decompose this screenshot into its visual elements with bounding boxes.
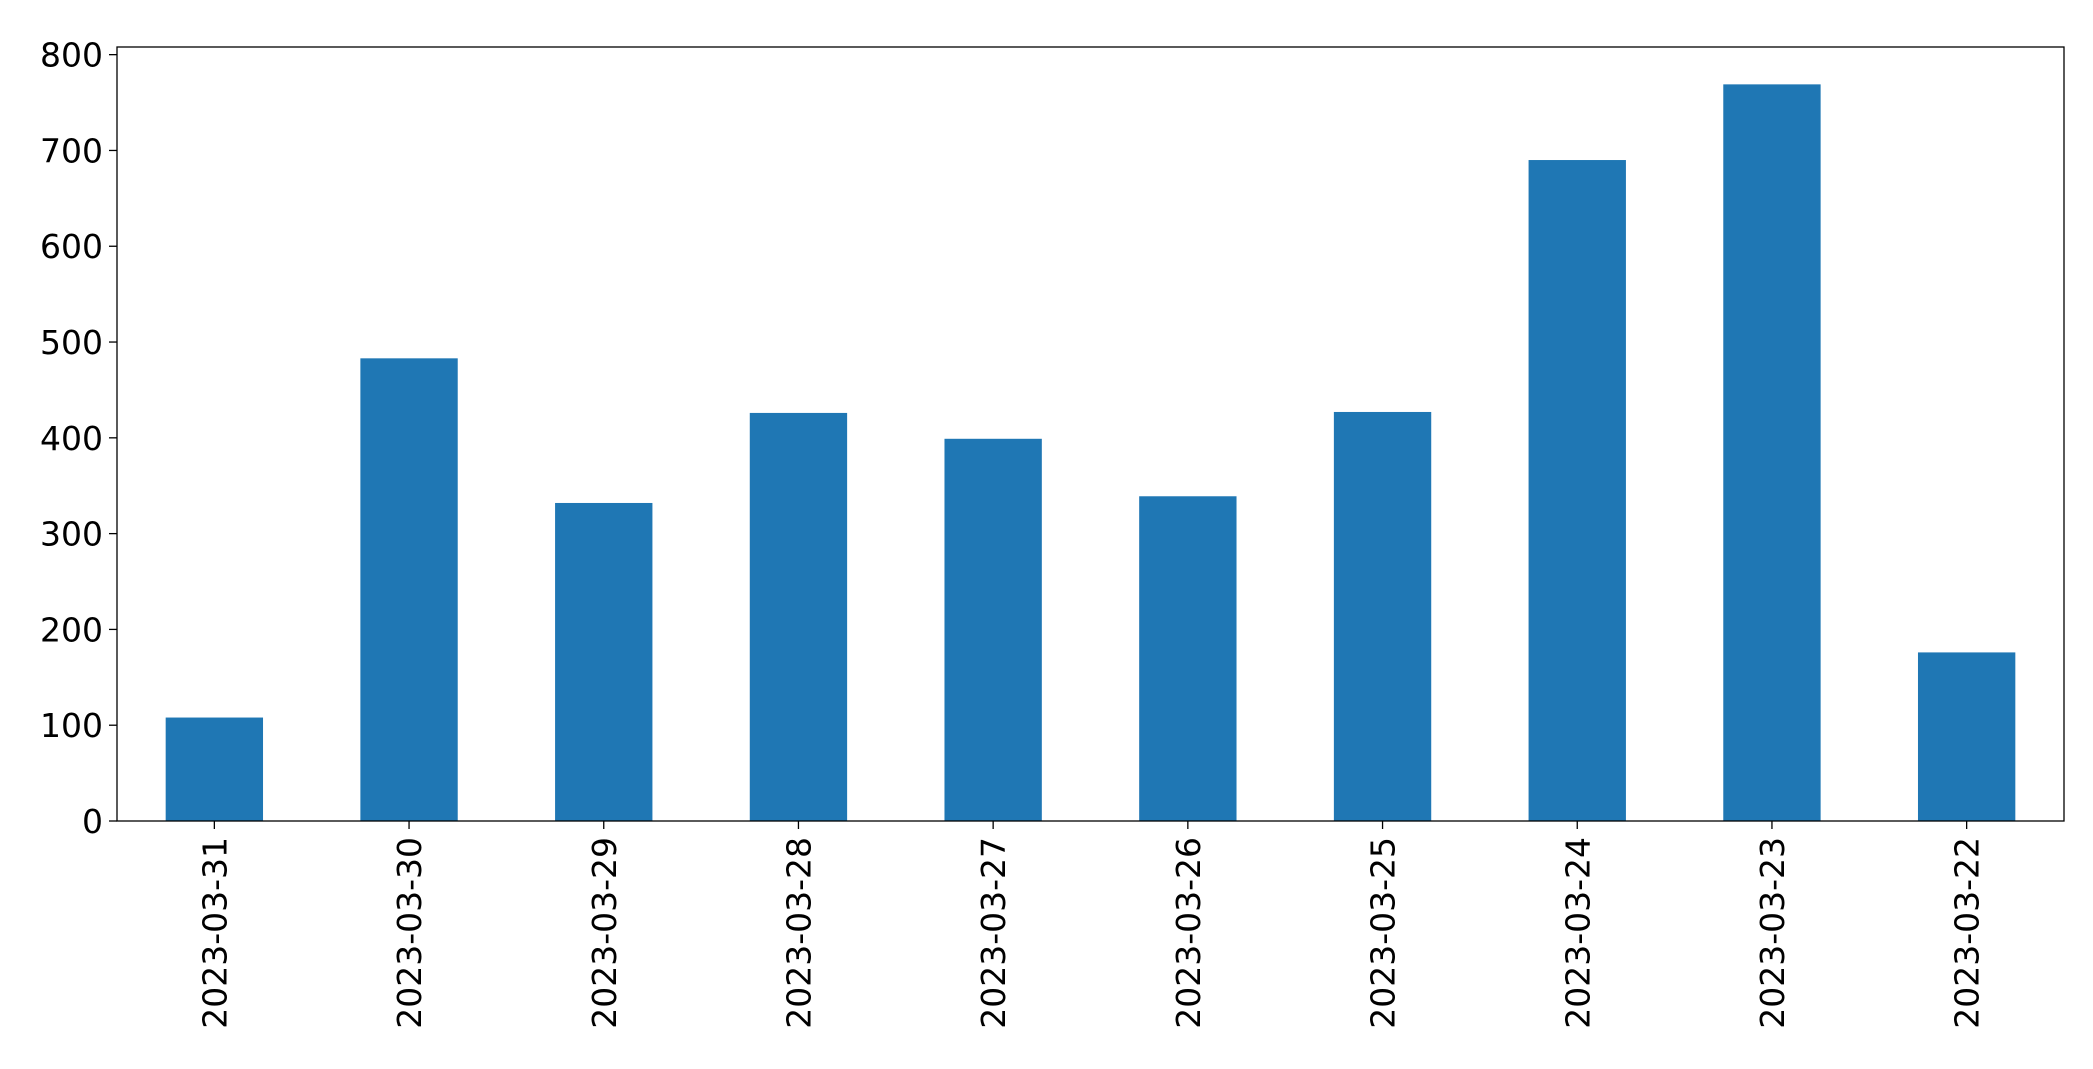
y-tick-label: 400 [40,419,103,458]
bar [1333,411,1432,821]
y-tick-label: 600 [40,227,103,266]
y-tick-label: 100 [40,706,103,745]
bar [360,358,458,821]
x-tick-label: 2023-03-22 [1948,837,1987,1029]
bar [1917,652,2016,821]
y-tick-label: 500 [40,323,103,362]
y-tick-label: 200 [40,610,103,649]
bar [555,502,653,821]
x-tick-label: 2023-03-29 [585,837,624,1029]
x-tick-label: 2023-03-31 [195,837,234,1029]
y-tick-label: 800 [40,36,103,75]
y-tick-label: 0 [82,802,103,841]
bar [1723,84,1821,822]
x-tick-label: 2023-03-26 [1169,837,1208,1029]
y-tick-label: 300 [40,515,103,554]
x-tick-label: 2023-03-25 [1364,837,1403,1029]
bar [749,412,848,821]
bar [1528,160,1626,821]
plot-frame [116,46,2065,822]
y-tick-label: 700 [40,131,103,170]
bar [944,438,1042,821]
bar [165,717,264,821]
x-tick-label: 2023-03-28 [779,837,818,1029]
x-tick-label: 2023-03-30 [390,837,429,1029]
bar [1139,496,1237,821]
x-tick-label: 2023-03-23 [1753,837,1792,1029]
x-tick-label: 2023-03-24 [1558,837,1597,1029]
x-tick-label: 2023-03-27 [974,837,1013,1029]
